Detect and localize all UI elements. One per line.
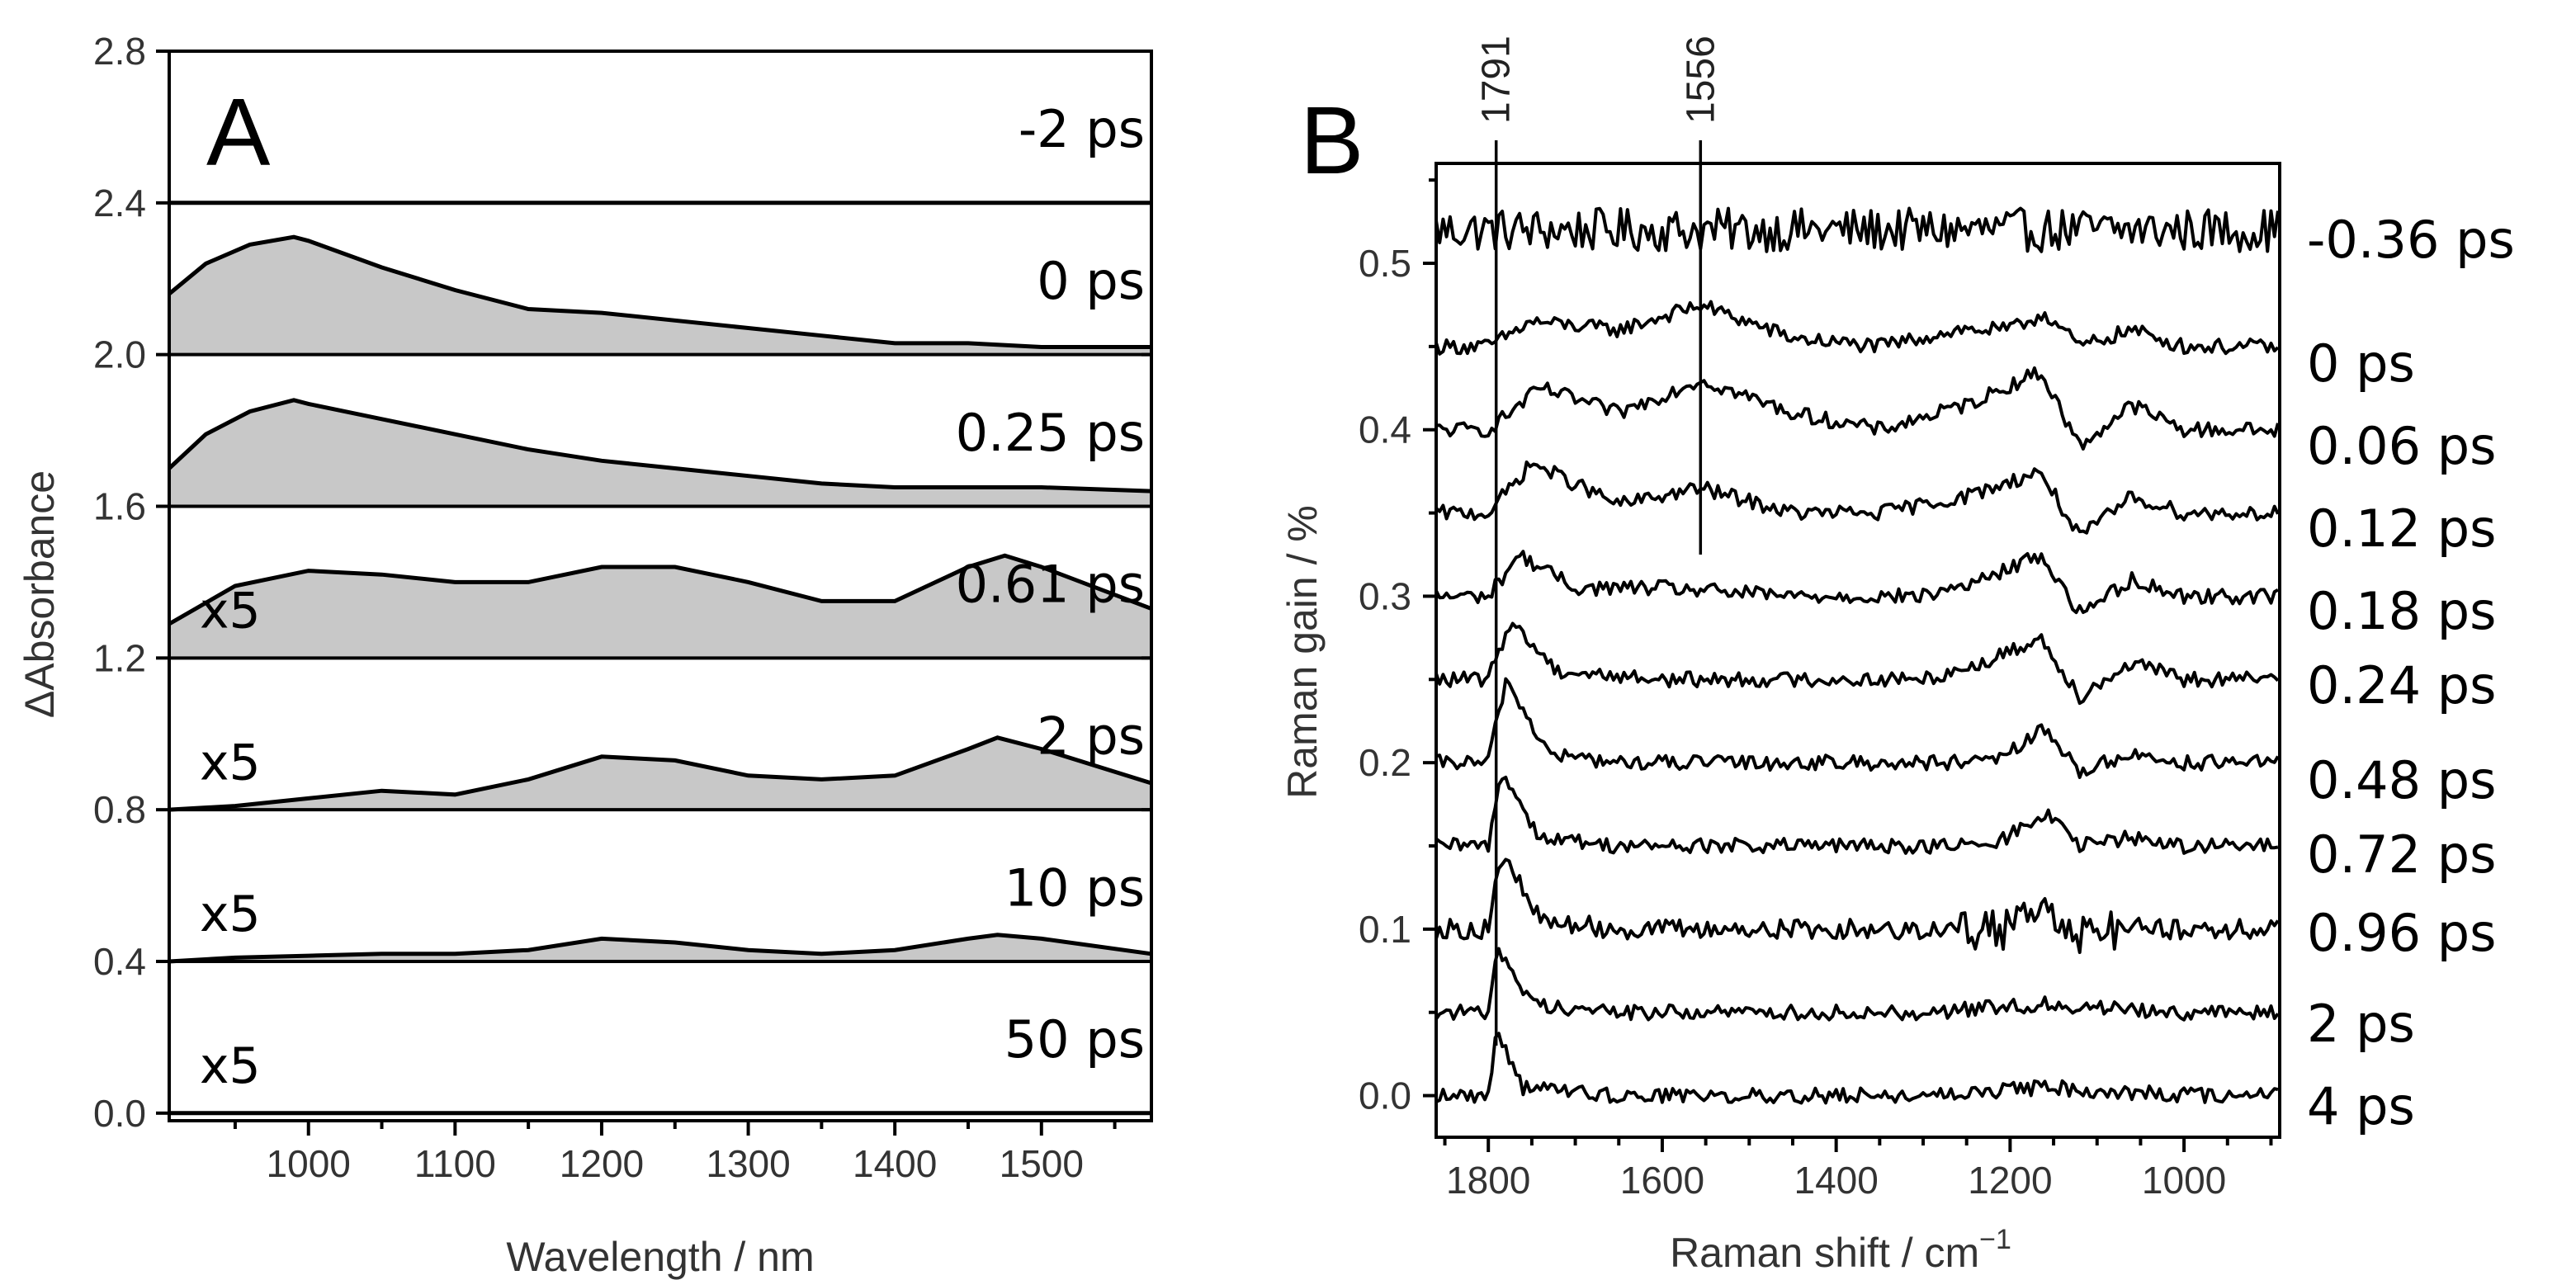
panel-b-trace-0-12-ps: [1435, 461, 2280, 535]
panel-a-y-tick-label: 1.6: [93, 484, 146, 527]
panel-a-x-tick-label: 1000: [267, 1142, 351, 1185]
panel-b-trace-label-4-ps: 4 ps: [2307, 1076, 2415, 1136]
panel-a-trace-10-ps: [168, 933, 1152, 964]
panel-b-trace-4-ps: [1435, 1032, 2279, 1105]
panel-a-x-tick-label: 1100: [414, 1142, 496, 1185]
panel-a-y-tick-label: 1.2: [93, 636, 146, 679]
panel-b-label: B: [1300, 87, 1364, 194]
panel-b-trace-label-0-ps: 0 ps: [2307, 333, 2415, 394]
panel-b-trace-2-ps: [1435, 947, 2280, 1022]
panel-a-trace-label-10-ps: 10 ps: [1004, 857, 1145, 918]
panel-b-trace-label-0-36-ps: -0.36 ps: [2307, 210, 2515, 270]
panel-a-scale-label-2-ps: x5: [200, 734, 261, 791]
panel-b-y-axis-title: Raman gain / %: [1279, 505, 1326, 799]
panel-b-y-tick-label: 0.1: [1359, 908, 1411, 951]
panel-b-y-tick-label: 0.0: [1359, 1075, 1411, 1117]
panel-a: A 0.0 0.4 0.8 1.2 1.6 2.0 2.4 2.8 1000 1100 1200 13…: [17, 30, 1153, 1280]
panel-b-trace-label-0-06-ps: 0.06 ps: [2307, 416, 2496, 476]
panel-a-trace-label-50-ps: 50 ps: [1004, 1009, 1145, 1070]
panel-a-x-tick-label: 1500: [1000, 1142, 1084, 1185]
panel-a-trace-2-ps: [168, 735, 1152, 812]
panel-b-x-tick-label: 1800: [1446, 1159, 1530, 1202]
panel-a-x-tick-label: 1400: [853, 1142, 937, 1185]
panel-b-trace-0-36-ps: [1435, 206, 2280, 253]
panel-a-y-tick-label: 0.8: [93, 788, 146, 831]
panel-a-trace-label-0-25-ps: 0.25 ps: [956, 403, 1145, 463]
panel-b-x-tick-label: 1000: [2142, 1159, 2226, 1202]
panel-a-y-tick-label: 2.8: [93, 30, 146, 73]
panel-b-trace-label-0-48-ps: 0.48 ps: [2307, 750, 2496, 810]
panel-b-trace-0-18-ps: [1435, 550, 2279, 615]
panel-b-trace-label-0-96-ps: 0.96 ps: [2307, 903, 2496, 963]
panel-a-y-axis-title: ΔAbsorbance: [17, 470, 63, 718]
panel-b-y-tick-label: 0.2: [1359, 741, 1411, 784]
panel-b-y-tick-label: 0.4: [1359, 409, 1411, 451]
panel-b-trace-0-48-ps: [1435, 677, 2280, 779]
panel-a-x-axis-title: Wavelength / nm: [506, 1234, 814, 1280]
panel-b-x-axis-title-superscript: −1: [1979, 1224, 2011, 1255]
panel-a-trace-label-0-ps: 0 ps: [1037, 251, 1145, 311]
panel-b-trace-0-06-ps: [1435, 366, 2280, 451]
panel-a-y-tick-label: 2.4: [93, 182, 146, 224]
panel-a-label: A: [206, 78, 271, 186]
panel-a-frame: [168, 50, 1153, 1122]
panel-b-frame: [1435, 162, 2281, 1139]
panel-b-y-tick-label: 0.3: [1359, 574, 1411, 617]
panel-b-trace-label-0-18-ps: 0.18 ps: [2307, 581, 2496, 641]
panel-b-x-axis-title-text: Raman shift / cm: [1670, 1230, 1979, 1276]
marker-label-1556: 1556: [1679, 35, 1723, 124]
marker-label-1791: 1791: [1475, 35, 1519, 124]
panel-b-trace-label-0-72-ps: 0.72 ps: [2307, 824, 2496, 885]
panel-a-trace-label-2-ps: 2 ps: [1037, 706, 1145, 766]
panel-a-trace-label-0-61-ps: 0.61 ps: [956, 555, 1145, 615]
panel-a-trace-0-25-ps: [168, 398, 1152, 494]
panel-b-trace-label-0-12-ps: 0.12 ps: [2307, 498, 2496, 559]
panel-b: B 1791 1556 0.0 0.1 0.2 0.3 0.4 0.5 1800 1600 140…: [1279, 35, 2515, 1276]
panel-a-fill-0-61-ps: [169, 555, 1151, 659]
panel-b-trace-0-96-ps: [1435, 857, 2280, 954]
panel-b-x-tick-label: 1600: [1620, 1159, 1704, 1202]
panel-b-trace-0-72-ps: [1435, 775, 2279, 855]
panel-a-scale-label-10-ps: x5: [200, 886, 261, 943]
panel-b-y-tick-label: 0.5: [1359, 242, 1411, 285]
panel-b-trace-0-24-ps: [1435, 621, 2280, 706]
panel-a-scale-label-0-61-ps: x5: [200, 583, 261, 640]
panel-a-x-tick-label: 1200: [560, 1142, 644, 1185]
panel-b-trace-label-0-24-ps: 0.24 ps: [2307, 655, 2496, 716]
panel-a-fill-2-ps: [169, 737, 1151, 810]
panel-a-trace-0-ps: [168, 234, 1151, 349]
panel-b-x-tick-label: 1400: [1794, 1159, 1878, 1202]
panel-a-x-tick-label: 1300: [706, 1142, 790, 1185]
panel-a-trace-label-2-ps: -2 ps: [1019, 99, 1145, 159]
panel-a-y-tick-label: 0.4: [93, 940, 146, 983]
panel-b-trace-label-2-ps: 2 ps: [2307, 994, 2415, 1054]
panel-b-x-tick-label: 1200: [1968, 1159, 2052, 1202]
panel-b-x-axis-title: Raman shift / cm−1: [1670, 1224, 2011, 1276]
panel-a-y-tick-label: 0.0: [93, 1092, 146, 1135]
panel-a-y-tick-label: 2.0: [93, 333, 146, 376]
panel-a-scale-label-50-ps: x5: [200, 1037, 261, 1095]
panel-a-trace-0-61-ps: [168, 553, 1152, 626]
panel-a-fill-0-ps: [169, 237, 1151, 355]
panel-b-trace-0-ps: [1435, 300, 2280, 356]
